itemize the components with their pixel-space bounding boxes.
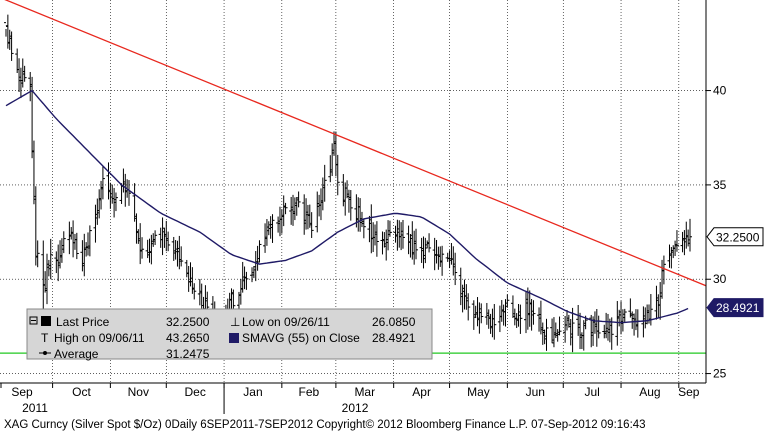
price-bar: [335, 154, 340, 196]
legend-last-price-label: Last Price: [56, 315, 110, 329]
x-tick-label-month: Aug: [639, 385, 660, 399]
last-price-square-icon: [41, 316, 51, 326]
average-dot-icon: [43, 351, 47, 355]
x-tick-label-year: 2011: [22, 401, 48, 415]
footer-text: XAG Curncy (Silver Spot $/Oz) 0Daily 6SE…: [4, 419, 646, 431]
price-bar: [414, 228, 419, 260]
price-bar: [166, 231, 171, 252]
price-bar: [674, 230, 679, 252]
price-bar: [466, 293, 471, 321]
price-bar: [153, 230, 158, 246]
y-tick-label: 35: [713, 178, 727, 192]
low-marker-icon: ⊥: [230, 315, 240, 329]
price-bars: [4, 14, 692, 354]
sma-badge-value: 28.4921: [716, 301, 760, 315]
legend-sma-label: SMAVG (55) on Close: [242, 331, 360, 345]
legend: Last Price 32.2500 ⊥ Low on 09/26/11 26.…: [26, 308, 433, 361]
price-bar: [544, 318, 549, 351]
y-axis: 25 30 35 40: [706, 84, 727, 381]
sma-square-icon: [229, 333, 239, 343]
price-bar: [48, 238, 53, 280]
price-bar: [400, 219, 405, 249]
x-tick-label-month: Jun: [526, 385, 545, 399]
price-bar: [113, 192, 118, 212]
price-bar: [622, 308, 627, 323]
price-bar: [140, 237, 145, 259]
sma-line: [5, 89, 689, 324]
x-tick-label-month: Sep: [678, 385, 700, 399]
x-tick-label-month: Jan: [243, 385, 262, 399]
legend-high-value: 43.2650: [166, 331, 210, 345]
price-bar: [361, 219, 366, 239]
price-bar: [309, 212, 314, 238]
price-bar: [387, 220, 392, 237]
price-bar: [244, 271, 249, 290]
price-bar: [505, 294, 510, 308]
grid: [0, 0, 706, 383]
price-bar: [427, 233, 432, 253]
price-bar: [270, 214, 275, 243]
legend-sma-value: 28.4921: [372, 331, 416, 345]
legend-average-value: 31.2475: [166, 347, 210, 361]
x-axis: Sep Oct Nov Dec Jan Feb Mar Apr May Jun Jul Aug Sep 2…: [0, 383, 700, 415]
x-tick-label-month: Sep: [11, 385, 33, 399]
price-bar: [531, 300, 536, 325]
price-bar: [231, 289, 236, 311]
legend-high-label: High on 09/06/11: [54, 331, 145, 345]
x-tick-label-month: Jul: [584, 385, 599, 399]
sma-badge: 28.4921: [706, 298, 764, 318]
last-price-badge-value: 32.2500: [716, 230, 760, 244]
y-tick-label: 40: [713, 84, 727, 98]
price-bar: [179, 246, 184, 267]
x-tick-label-month: Dec: [184, 385, 205, 399]
price-bar: [9, 31, 14, 61]
price-bar: [296, 191, 301, 208]
price-bar: [570, 307, 575, 353]
legend-average-label: Average: [54, 347, 99, 361]
price-bar: [688, 218, 692, 252]
y-tick-label: 25: [713, 367, 727, 381]
price-bar: [453, 252, 458, 286]
price-bar: [661, 255, 666, 285]
x-tick-label-month: Feb: [299, 385, 320, 399]
legend-low-value: 26.0850: [372, 315, 416, 329]
price-bar: [322, 164, 327, 202]
legend-low-label: Low on 09/26/11: [242, 315, 330, 329]
price-bar: [283, 202, 288, 215]
x-tick-label-month: Oct: [72, 385, 91, 399]
x-tick-label-month: May: [467, 385, 490, 399]
trend-line: [4, 0, 707, 287]
last-price-badge-shape: [706, 227, 764, 247]
price-bar: [492, 304, 497, 340]
x-tick-label-month: Nov: [128, 385, 149, 399]
price-bar: [74, 232, 79, 260]
price-bar: [192, 283, 197, 300]
price-bar: [22, 65, 27, 82]
x-tick-label-month: Apr: [412, 385, 431, 399]
price-bar: [100, 166, 105, 200]
y-tick-label: 30: [713, 272, 727, 286]
price-bar: [557, 316, 562, 336]
price-bar: [61, 231, 66, 254]
legend-last-price-value: 32.2500: [166, 315, 210, 329]
price-bar: [479, 303, 484, 324]
price-bar: [518, 304, 523, 334]
price-bar: [87, 225, 92, 257]
price-bar: [374, 221, 379, 257]
price-bar: [257, 240, 262, 263]
price-bar: [35, 240, 40, 268]
legend-collapse-icon[interactable]: [29, 316, 38, 325]
high-marker-icon: T: [41, 331, 49, 345]
x-tick-label-month: Mar: [354, 385, 375, 399]
last-price-badge: 32.2500: [706, 227, 764, 247]
price-bar: [348, 190, 353, 221]
price-bar: [440, 245, 445, 276]
price-bar: [596, 315, 601, 339]
x-tick-label-year: 2012: [342, 401, 369, 415]
sma-badge-shape: [706, 298, 764, 318]
